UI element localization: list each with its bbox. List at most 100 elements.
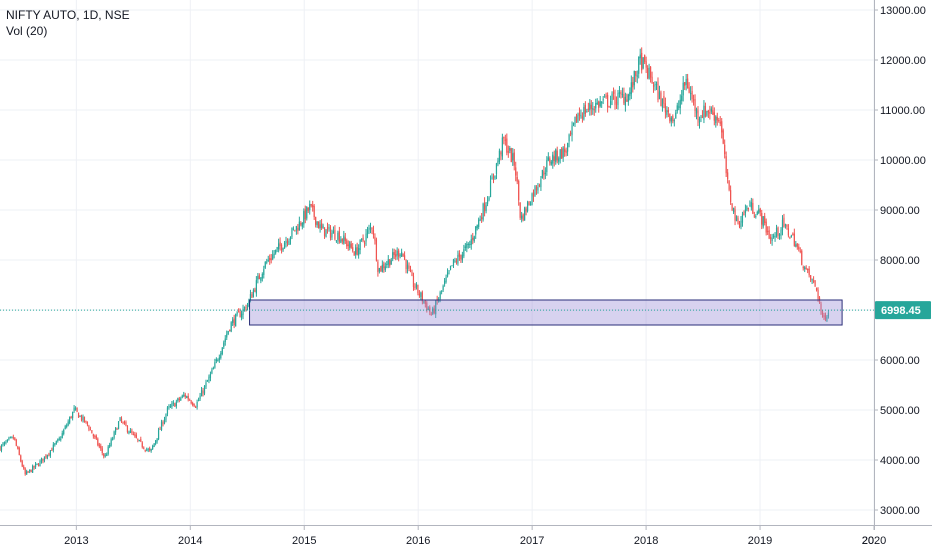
candle-down bbox=[522, 214, 524, 221]
candle-down bbox=[45, 455, 47, 458]
candle-down bbox=[297, 227, 299, 231]
candle-up bbox=[689, 92, 692, 95]
candle-down bbox=[125, 422, 127, 427]
candle-down bbox=[768, 230, 770, 239]
candle-down bbox=[747, 207, 749, 209]
candle-up bbox=[309, 204, 311, 211]
candle-down bbox=[100, 445, 102, 449]
candle-up bbox=[6, 439, 9, 442]
candle-up bbox=[401, 251, 403, 257]
candle-down bbox=[27, 471, 29, 473]
candle-up bbox=[589, 103, 591, 111]
candle-up bbox=[390, 260, 392, 265]
last-price-label: 6998.45 bbox=[881, 305, 921, 317]
candle-up bbox=[113, 431, 115, 438]
candle-down bbox=[346, 240, 348, 247]
candle-up bbox=[633, 70, 635, 86]
candle-up bbox=[547, 157, 549, 161]
candle-up bbox=[454, 260, 456, 262]
candle-down bbox=[823, 314, 825, 318]
candle-up bbox=[358, 248, 360, 256]
candle-down bbox=[694, 99, 696, 112]
candle-up bbox=[529, 204, 532, 206]
candle-down bbox=[315, 216, 317, 225]
y-tick-label: 9000.00 bbox=[880, 205, 920, 217]
candle-up bbox=[227, 331, 229, 334]
candle-up bbox=[441, 290, 443, 292]
candle-up bbox=[541, 169, 544, 179]
candle-up bbox=[109, 445, 111, 447]
candle-down bbox=[730, 190, 732, 203]
y-tick-label: 5000.00 bbox=[880, 405, 920, 417]
candle-down bbox=[737, 218, 739, 224]
candle-up bbox=[478, 219, 480, 227]
candle-down bbox=[174, 403, 176, 407]
x-tick-label: 2018 bbox=[634, 535, 658, 547]
candle-up bbox=[205, 382, 207, 387]
candle-down bbox=[672, 116, 674, 122]
candle-down bbox=[320, 223, 323, 229]
candle-up bbox=[811, 279, 813, 281]
candle-down bbox=[734, 209, 736, 221]
symbol-title[interactable]: NIFTY AUTO, 1D, NSE bbox=[6, 8, 130, 22]
candle-up bbox=[74, 408, 77, 410]
candle-down bbox=[411, 271, 413, 276]
candle-down bbox=[801, 250, 803, 265]
candle-down bbox=[641, 52, 643, 71]
candle-up bbox=[157, 429, 160, 440]
candle-up bbox=[264, 261, 266, 268]
candle-up bbox=[200, 390, 203, 397]
candle-down bbox=[131, 430, 133, 434]
candle-up bbox=[497, 160, 499, 165]
candle-up bbox=[464, 246, 466, 249]
grid-lines bbox=[0, 0, 875, 525]
candle-down bbox=[245, 307, 247, 310]
candle-down bbox=[132, 433, 134, 435]
candle-up bbox=[577, 114, 579, 123]
candle-up bbox=[69, 417, 71, 423]
x-tick-label: 2013 bbox=[64, 535, 88, 547]
x-tick-label: 2015 bbox=[292, 535, 316, 547]
candle-up bbox=[762, 216, 764, 227]
volume-indicator-label[interactable]: Vol (20) bbox=[6, 24, 48, 38]
candle-down bbox=[98, 444, 100, 447]
candle-up bbox=[670, 117, 672, 122]
candle-up bbox=[214, 362, 216, 368]
candle-up bbox=[804, 267, 806, 269]
candle-up bbox=[166, 407, 169, 414]
candle-up bbox=[676, 105, 678, 112]
candle-up bbox=[235, 314, 237, 327]
candle-up bbox=[263, 269, 265, 275]
candle-up bbox=[282, 247, 284, 251]
candle-down bbox=[608, 106, 610, 108]
candle-down bbox=[455, 260, 458, 263]
candle-down bbox=[162, 422, 164, 425]
candle-up bbox=[275, 249, 277, 254]
candle-down bbox=[393, 252, 395, 256]
candle-up bbox=[521, 215, 523, 219]
support-zone-rectangle[interactable] bbox=[249, 299, 843, 326]
candle-up bbox=[555, 149, 557, 162]
candle-up bbox=[107, 446, 109, 454]
y-tick-label: 11000.00 bbox=[880, 105, 925, 117]
candle-down bbox=[704, 106, 707, 117]
candle-up bbox=[32, 465, 34, 473]
candle-down bbox=[660, 92, 662, 107]
candle-down bbox=[70, 416, 72, 418]
candle-down bbox=[412, 275, 415, 287]
candle-up bbox=[255, 280, 257, 294]
candle-up bbox=[732, 207, 735, 213]
candle-up bbox=[63, 430, 65, 434]
candle-up bbox=[152, 446, 154, 450]
candle-down bbox=[507, 151, 509, 153]
candle-down bbox=[783, 217, 785, 227]
candle-up bbox=[34, 464, 37, 467]
candles bbox=[0, 47, 830, 476]
candle-down bbox=[635, 71, 637, 76]
candle-down bbox=[89, 429, 92, 431]
candle-up bbox=[110, 439, 112, 446]
candle-up bbox=[482, 203, 484, 220]
candle-up bbox=[655, 84, 658, 86]
